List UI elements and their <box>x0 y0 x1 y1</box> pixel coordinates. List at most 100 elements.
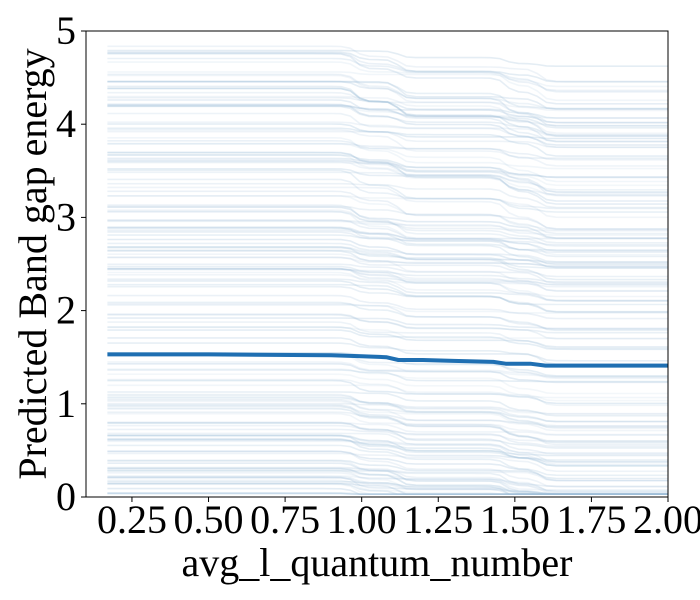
ice-line <box>107 477 668 495</box>
ice-line <box>107 219 668 240</box>
ice-line <box>107 51 668 83</box>
ice-line <box>107 238 668 269</box>
ice-line <box>107 186 668 230</box>
ice-line <box>107 105 668 119</box>
ice-line <box>107 143 668 183</box>
ice-line <box>107 467 668 492</box>
y-axis-ticks: 0 1 2 3 4 5 <box>56 8 86 519</box>
ice-line <box>107 161 668 195</box>
ice-line <box>107 87 668 136</box>
ice-line <box>107 437 668 463</box>
ice-line <box>107 444 668 477</box>
ice-line <box>107 435 668 454</box>
ice-line <box>107 231 668 246</box>
ice-line <box>107 127 668 157</box>
ice-line <box>107 285 668 313</box>
ice-line <box>107 74 668 112</box>
ice-line <box>107 412 668 436</box>
ice-line <box>107 171 668 191</box>
ice-line <box>107 159 668 193</box>
ice-line <box>107 268 668 292</box>
ice-line <box>107 205 668 235</box>
ice-line <box>107 391 668 417</box>
ice-line <box>107 80 668 110</box>
ice-line <box>107 369 668 383</box>
ice-line <box>107 268 668 302</box>
ice-line <box>107 123 668 140</box>
ice-line <box>107 256 668 278</box>
ice-line <box>107 178 668 210</box>
ice-line <box>107 422 668 436</box>
ice-line <box>107 314 668 340</box>
y-tick-label: 3 <box>56 194 76 239</box>
ice-line <box>107 438 668 461</box>
ice-line <box>107 267 668 292</box>
ice-line <box>107 450 668 488</box>
ice-line <box>107 80 668 110</box>
ice-line <box>107 301 668 332</box>
y-tick-label: 5 <box>56 8 76 53</box>
x-tick-label: 1.75 <box>556 497 626 542</box>
ice-line <box>107 329 668 351</box>
ice-line <box>107 421 668 448</box>
ice-line <box>107 169 668 213</box>
ice-line <box>107 246 668 263</box>
ice-line <box>107 379 668 405</box>
ice-line <box>107 492 668 495</box>
ice-line <box>107 452 668 473</box>
ice-line <box>107 294 668 320</box>
ice-line <box>107 210 668 256</box>
ice-line <box>107 450 668 482</box>
ice-line <box>107 152 668 202</box>
x-tick-label: 1.00 <box>327 497 397 542</box>
ice-line <box>107 384 668 399</box>
ice-line <box>107 168 668 205</box>
ice-line <box>107 157 668 179</box>
ice-line <box>107 476 668 495</box>
plot-frame <box>85 30 669 498</box>
ice-line <box>107 96 668 127</box>
y-tick-label: 0 <box>56 474 76 519</box>
ice-line <box>107 394 668 415</box>
ice-line <box>107 467 668 495</box>
x-tick-label: 0.50 <box>174 497 244 542</box>
ice-line <box>107 242 668 263</box>
ice-line <box>107 265 668 283</box>
ice-line <box>107 432 668 463</box>
x-tick-label: 1.50 <box>480 497 550 542</box>
ice-line <box>107 154 668 178</box>
ice-line <box>107 226 668 258</box>
ice-line <box>107 142 668 161</box>
ice-line <box>107 104 668 124</box>
ice-line <box>107 402 668 423</box>
ice-line <box>107 468 668 493</box>
ice-line <box>107 434 668 467</box>
x-axis-ticks: 0.25 0.50 0.75 1.00 1.25 1.50 1.75 2.00 <box>97 497 700 542</box>
ice-line <box>107 472 668 491</box>
ice-line <box>107 326 668 339</box>
ice-line <box>107 206 668 239</box>
ice-line <box>107 274 668 298</box>
ice-line <box>107 411 668 442</box>
ice-line <box>107 321 668 350</box>
x-tick-label: 2.00 <box>633 497 700 542</box>
ice-line <box>107 407 668 444</box>
ice-line <box>107 470 668 495</box>
ice-line <box>107 210 668 244</box>
ice-line <box>107 73 668 110</box>
ice-line <box>107 482 668 495</box>
x-tick-label: 0.25 <box>97 497 167 542</box>
ice-line <box>107 95 668 135</box>
ice-line <box>107 483 668 495</box>
ice-line <box>107 105 668 143</box>
ice-line <box>107 85 668 129</box>
ice-line <box>107 45 668 83</box>
ice-line <box>107 226 668 252</box>
ice-line <box>107 250 668 268</box>
ice-line <box>107 105 668 142</box>
ice-line <box>107 317 668 330</box>
ice-line <box>107 137 668 170</box>
y-axis-label: Predicted Band gap energy <box>10 48 55 479</box>
